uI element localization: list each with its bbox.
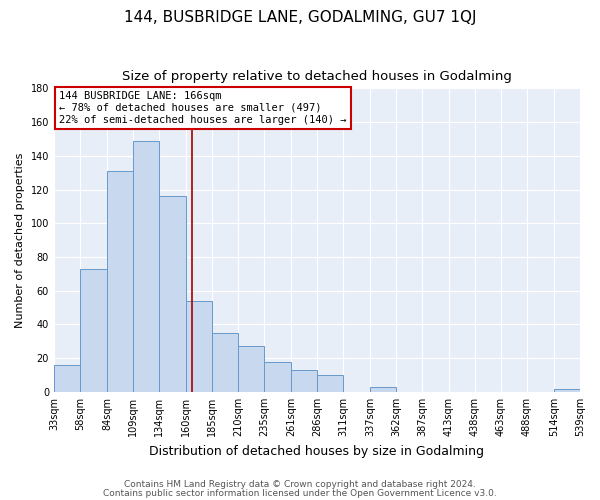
Bar bbox=[317, 375, 343, 392]
Text: Contains public sector information licensed under the Open Government Licence v3: Contains public sector information licen… bbox=[103, 488, 497, 498]
Bar bbox=[186, 301, 212, 392]
Bar bbox=[238, 346, 264, 392]
Text: Contains HM Land Registry data © Crown copyright and database right 2024.: Contains HM Land Registry data © Crown c… bbox=[124, 480, 476, 489]
Title: Size of property relative to detached houses in Godalming: Size of property relative to detached ho… bbox=[122, 70, 512, 83]
Y-axis label: Number of detached properties: Number of detached properties bbox=[15, 152, 25, 328]
X-axis label: Distribution of detached houses by size in Godalming: Distribution of detached houses by size … bbox=[149, 444, 484, 458]
Text: 144, BUSBRIDGE LANE, GODALMING, GU7 1QJ: 144, BUSBRIDGE LANE, GODALMING, GU7 1QJ bbox=[124, 10, 476, 25]
Bar bbox=[80, 269, 107, 392]
Bar bbox=[133, 140, 159, 392]
Bar bbox=[370, 387, 396, 392]
Bar bbox=[107, 171, 133, 392]
Bar bbox=[554, 388, 580, 392]
Bar bbox=[264, 362, 291, 392]
Bar bbox=[212, 333, 238, 392]
Bar bbox=[291, 370, 317, 392]
Bar bbox=[54, 365, 80, 392]
Bar bbox=[159, 196, 186, 392]
Text: 144 BUSBRIDGE LANE: 166sqm
← 78% of detached houses are smaller (497)
22% of sem: 144 BUSBRIDGE LANE: 166sqm ← 78% of deta… bbox=[59, 92, 347, 124]
